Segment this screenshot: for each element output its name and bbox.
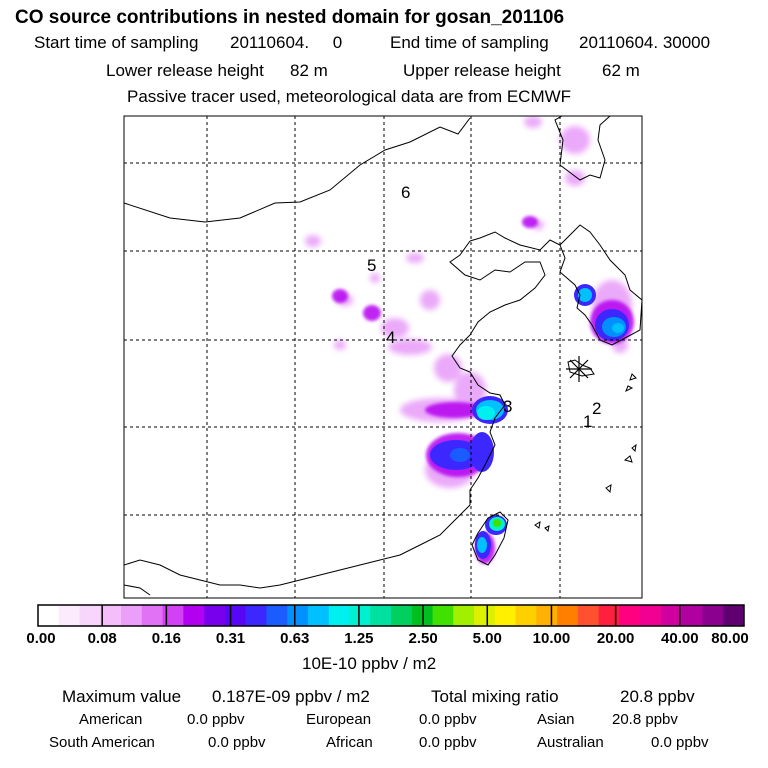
colorbar-swatch <box>432 605 454 626</box>
colorbar-swatch <box>577 605 600 626</box>
upper-height-value: 62 m <box>602 61 640 80</box>
colorbar-swatch <box>204 605 226 626</box>
colorbar-swatch <box>224 605 247 626</box>
lower-height-value: 82 m <box>290 61 328 80</box>
colorbar-swatch <box>307 605 330 626</box>
colorbar-tick-label: 2.50 <box>408 630 438 647</box>
colorbar-swatch <box>515 605 537 626</box>
plot-title: CO source contributions in nested domain… <box>15 7 565 28</box>
colorbar-swatch <box>141 605 164 626</box>
colorbar-swatch <box>681 605 703 626</box>
south-american-value: 0.0 ppbv <box>208 734 266 751</box>
colorbar-swatch <box>557 605 579 626</box>
map-gridlines <box>124 116 642 598</box>
european-value: 0.0 ppbv <box>419 711 477 728</box>
colorbar-tick-label: 5.00 <box>472 630 502 647</box>
region-label-6: 6 <box>401 183 410 202</box>
receptor-asterisk-icon <box>566 356 592 382</box>
colorbar-swatch <box>619 605 641 626</box>
region-label-4: 4 <box>386 328 395 347</box>
colorbar-swatch <box>640 605 662 626</box>
african-label: African <box>326 734 373 751</box>
region-label-2: 2 <box>592 399 601 418</box>
colorbar-swatch <box>58 605 81 626</box>
south-american-label: South American <box>49 734 155 751</box>
region-label-3: 3 <box>503 397 512 416</box>
colorbar-swatch <box>660 605 683 626</box>
upper-height-label: Upper release height <box>403 61 561 80</box>
colorbar-swatch <box>183 605 205 626</box>
colorbar-tick-label: 20.00 <box>596 630 635 647</box>
colorbar-tick-label: 40.00 <box>661 630 699 647</box>
colorbar-swatch <box>245 605 267 626</box>
colorbar-tick-label: 10.00 <box>532 630 571 647</box>
american-label: American <box>79 711 143 728</box>
colorbar-tick-label: 0.16 <box>151 630 181 647</box>
colorbar-dividers <box>101 605 681 626</box>
total-mixing-value: 20.8 ppbv <box>620 687 695 706</box>
concentration-high-layer <box>430 284 629 559</box>
african-value: 0.0 ppbv <box>419 734 477 751</box>
colorbar-swatch <box>474 605 496 626</box>
colorbar-tick-label: 1.25 <box>344 630 374 647</box>
colorbar-swatch <box>702 605 724 626</box>
american-value: 0.0 ppbv <box>187 711 245 728</box>
colorbar-swatch <box>598 605 620 626</box>
colorbar-tick-label: 80.00 <box>711 630 749 647</box>
colorbar-swatch <box>121 605 143 626</box>
australian-label: Australian <box>537 734 604 751</box>
colorbar-swatch <box>349 605 371 626</box>
coastlines <box>124 116 642 596</box>
asian-label: Asian <box>537 711 575 728</box>
colorbar-swatch <box>162 605 184 626</box>
colorbar-tick-label: 0.63 <box>280 630 310 647</box>
colorbar-swatch <box>494 605 517 626</box>
end-time-value: 20110604. 30000 <box>579 33 711 52</box>
colorbar-swatch <box>723 605 745 626</box>
colorbar-swatch <box>266 605 288 626</box>
total-mixing-label: Total mixing ratio <box>431 687 559 706</box>
max-value: 0.187E-09 ppbv / m2 <box>212 687 370 706</box>
map-frame <box>123 115 643 599</box>
colorbar-swatch <box>287 605 309 626</box>
start-time-value: 20110604. 0 <box>230 33 343 52</box>
colorbar-swatch <box>391 605 413 626</box>
start-time-label: Start time of sampling <box>34 33 199 52</box>
region-label-5: 5 <box>367 256 376 275</box>
colorbar-swatch <box>38 605 60 626</box>
colorbar-swatch <box>453 605 475 626</box>
colorbar <box>38 605 745 626</box>
lower-height-label: Lower release height <box>106 61 264 80</box>
colorbar-tick-label: 0.08 <box>87 630 117 647</box>
colorbar-swatch <box>100 605 122 626</box>
end-time-label: End time of sampling <box>390 33 549 52</box>
colorbar-frame <box>37 604 745 627</box>
colorbar-tick-label: 0.00 <box>26 630 56 647</box>
asian-value: 20.8 ppbv <box>612 711 678 728</box>
colorbar-swatch <box>328 605 350 626</box>
colorbar-unit: 10E-10 ppbv / m2 <box>302 654 437 673</box>
australian-value: 0.0 ppbv <box>651 734 709 751</box>
colorbar-swatch <box>370 605 392 626</box>
colorbar-swatch <box>536 605 558 626</box>
region-label-1: 1 <box>583 412 592 431</box>
tracer-note: Passive tracer used, meteorological data… <box>127 87 572 106</box>
european-label: European <box>306 711 372 728</box>
colorbar-tick-label: 0.31 <box>215 630 246 647</box>
colorbar-swatch <box>79 605 101 626</box>
max-value-label: Maximum value <box>62 687 182 706</box>
